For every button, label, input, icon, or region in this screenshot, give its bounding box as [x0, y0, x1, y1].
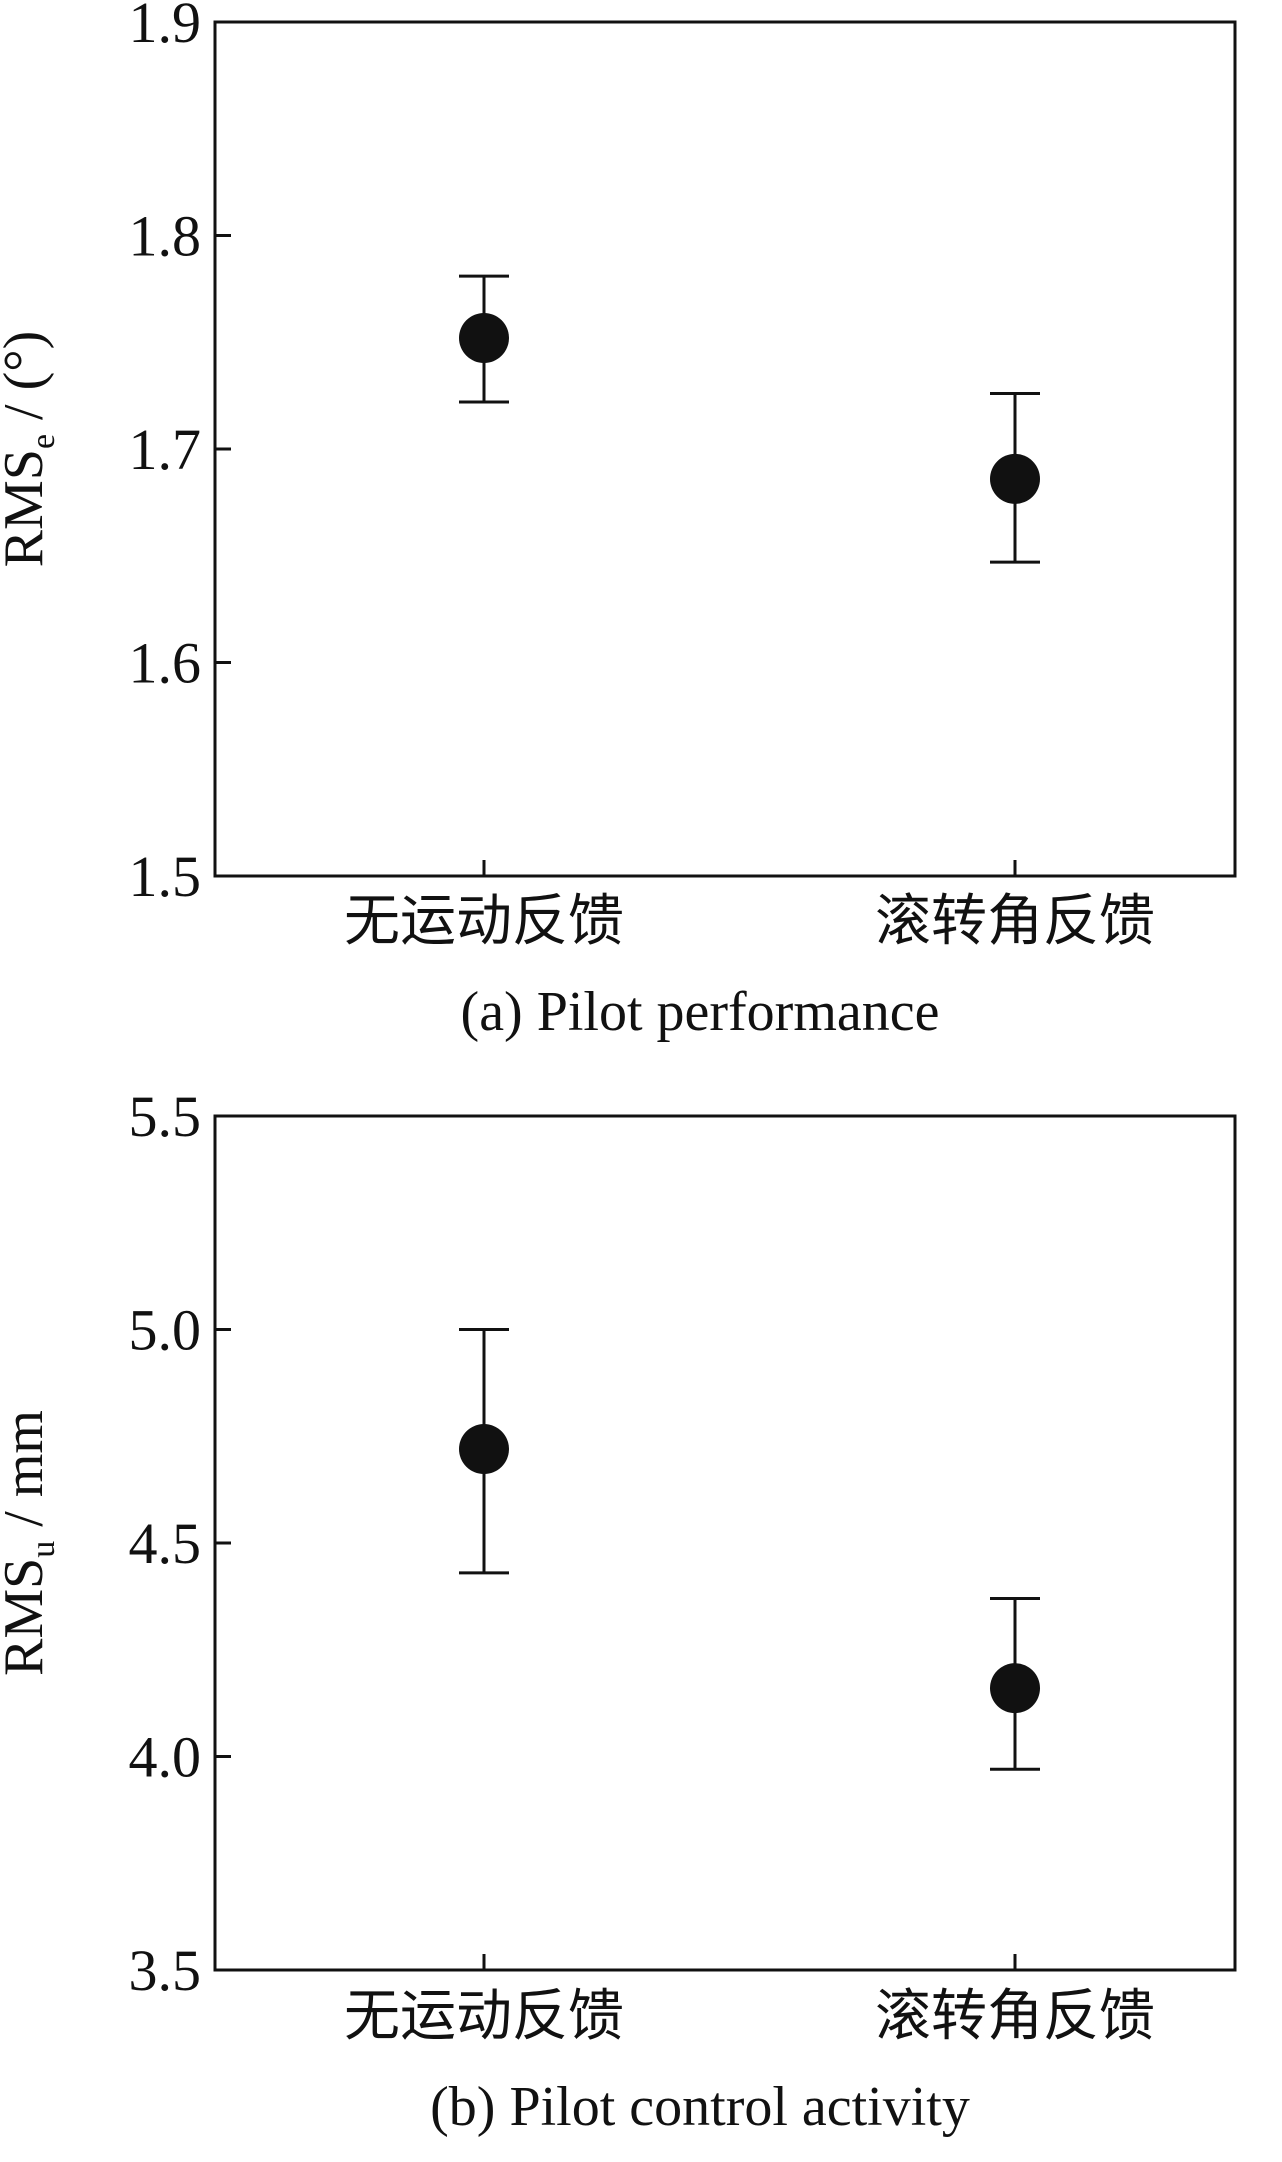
y-tick-label: 5.0: [129, 1298, 202, 1363]
y-tick-label: 1.6: [129, 631, 202, 696]
y-axis-title-main: RMS: [0, 449, 55, 567]
data-point: [459, 312, 509, 363]
y-tick-label: 4.5: [129, 1511, 202, 1576]
y-axis-title-unit: / mm: [0, 1410, 55, 1541]
y-axis-title-unit: / (°): [0, 331, 55, 434]
chart-caption: (b) Pilot control activity: [430, 2076, 970, 2138]
y-tick-label: 4.0: [129, 1725, 202, 1790]
data-point: [990, 1663, 1040, 1714]
x-category-label: 无运动反馈: [344, 891, 624, 953]
y-axis-title: RMSe / (°): [0, 331, 62, 568]
x-category-label: 无运动反馈: [344, 1986, 624, 2048]
y-axis-title-sub: e: [25, 434, 62, 449]
chart-panel-a: 1.5 1.6 1.7 1.8 1.9 无运动反馈 滚转角反馈 RMSe / (°) (a) P…: [0, 0, 1237, 1043]
chart-caption: (a) Pilot performance: [461, 981, 940, 1043]
data-point: [459, 1424, 509, 1475]
y-axis-title: RMSu / mm: [0, 1410, 62, 1676]
y-tick-label: 5.5: [129, 1084, 202, 1149]
y-tick-label: 1.7: [129, 417, 202, 482]
x-category-label: 滚转角反馈: [875, 891, 1155, 953]
chart-panel-b: 3.5 4.0 4.5 5.0 5.5 无运动反馈 滚转角反馈 RMSu / mm (b) Pi…: [0, 1084, 1237, 2138]
y-axis-title-sub: u: [25, 1541, 62, 1558]
y-tick-label: 1.9: [129, 0, 202, 55]
y-axis-title-main: RMS: [0, 1558, 55, 1676]
y-tick-label: 1.8: [129, 204, 202, 269]
data-point: [990, 453, 1040, 504]
plot-frame: [213, 20, 1237, 878]
plot-frame: [213, 1114, 1237, 1972]
y-tick-label: 3.5: [129, 1938, 202, 2003]
y-tick-label: 1.5: [129, 844, 202, 909]
x-category-label: 滚转角反馈: [875, 1986, 1155, 2048]
